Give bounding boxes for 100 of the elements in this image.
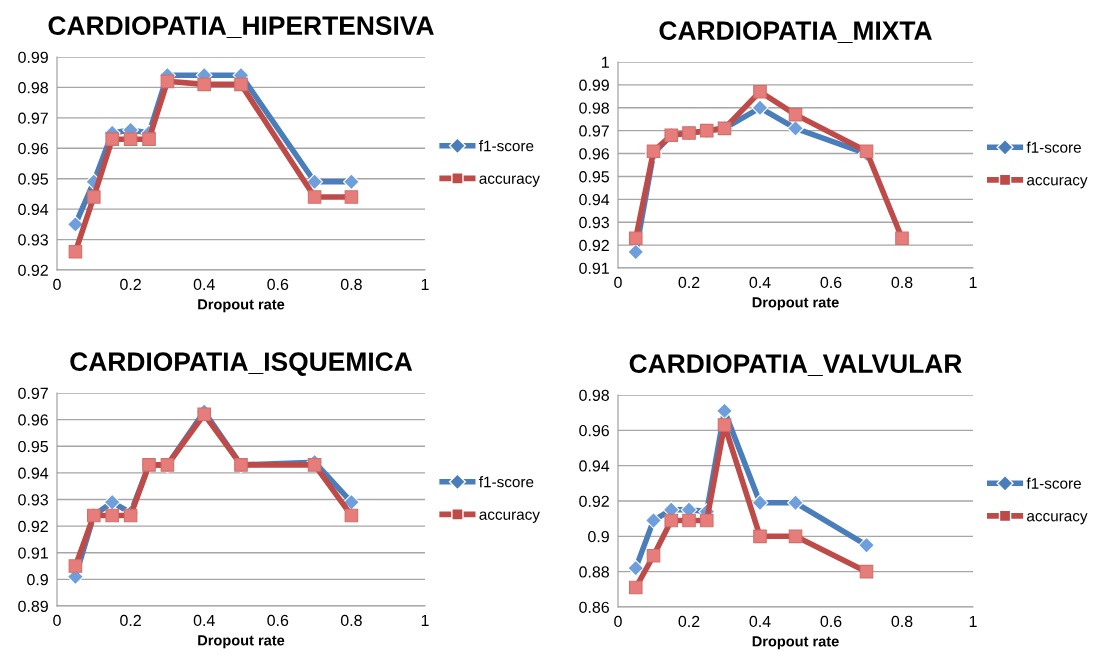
y-tick-label: 0.92: [579, 239, 609, 252]
x-tick-label: 0: [614, 615, 622, 628]
y-tick-label: 0.97: [579, 125, 609, 137]
legend-label: f1-score: [479, 140, 534, 152]
x-tick-label: 0.2: [120, 614, 141, 627]
point: [628, 231, 643, 246]
point: [751, 494, 769, 512]
y-tick-label: 0.94: [18, 467, 49, 479]
point: [627, 243, 645, 261]
point: [788, 107, 803, 122]
point: [68, 559, 83, 573]
y-tick-label: 0.94: [579, 193, 610, 206]
point: [646, 144, 661, 159]
legend-label: accuracy: [479, 511, 540, 523]
y-tick-label: 0.99: [579, 79, 609, 91]
y-tick-label: 0.95: [18, 440, 48, 453]
x-tick-label: 0.4: [193, 614, 215, 627]
point: [788, 529, 803, 544]
y-tick-label: 0.93: [18, 494, 48, 506]
point: [716, 402, 733, 420]
x-tick-label: 0.8: [340, 614, 362, 627]
x-tick-label: 0.6: [267, 278, 289, 291]
x-tick-label: 0.4: [749, 615, 771, 628]
y-tick-label: 0.92: [18, 520, 48, 533]
point: [307, 190, 322, 204]
point: [859, 564, 874, 579]
y-tick-label: 0.9: [588, 530, 609, 543]
y-tick-label: 0.96: [18, 142, 48, 155]
legend-label: f1-score: [1026, 477, 1081, 489]
y-tick-label: 0.94: [579, 460, 610, 472]
y-tick-label: 0.86: [579, 601, 609, 613]
chart-title: CARDIOPATIA_ISQUEMICA: [70, 352, 413, 376]
point: [197, 77, 212, 92]
y-tick-label: 0.88: [579, 566, 609, 578]
point: [787, 119, 804, 137]
point: [307, 458, 322, 472]
x-tick-label: 0.6: [820, 276, 842, 289]
point: [753, 84, 767, 99]
point: [753, 529, 767, 544]
y-tick-label: 0.97: [18, 387, 48, 399]
point: [699, 513, 714, 528]
y-tick-label: 0.97: [18, 112, 48, 124]
point: [306, 173, 324, 191]
point: [858, 536, 875, 554]
y-tick-label: 0.91: [18, 547, 48, 559]
legend-label: f1-score: [1026, 141, 1081, 153]
x-tick-label: 1: [969, 615, 977, 627]
y-tick-label: 0.98: [18, 82, 48, 94]
y-tick-label: 0.94: [18, 203, 49, 216]
x-tick-label: 0.2: [120, 278, 141, 291]
y-tick-label: 0.92: [579, 495, 609, 507]
point: [342, 173, 360, 191]
point: [68, 244, 83, 259]
y-tick-label: 0.92: [18, 264, 48, 276]
legend-label: accuracy: [479, 175, 540, 187]
x-tick-label: 0: [614, 276, 622, 289]
x-tick-label: 0.6: [267, 614, 289, 627]
legend-label: accuracy: [1027, 513, 1088, 525]
y-tick-label: 0.89: [18, 600, 48, 612]
point: [234, 77, 248, 92]
point: [859, 144, 874, 159]
point: [645, 512, 662, 529]
y-tick-label: 0.95: [18, 173, 48, 185]
x-tick-label: 1: [421, 278, 429, 290]
y-tick-label: 0.98: [579, 389, 609, 401]
point: [627, 559, 645, 577]
x-tick-label: 0: [53, 278, 61, 291]
legend-label: f1-score: [479, 476, 534, 488]
y-tick-label: 0.91: [579, 262, 609, 274]
y-tick-label: 0.99: [18, 51, 48, 63]
y-tick-label: 0.96: [18, 414, 48, 426]
chart-title: CARDIOPATIA_VALVULAR: [629, 354, 962, 376]
y-tick-label: 0.93: [18, 234, 48, 246]
x-tick-label: 0.2: [678, 615, 700, 628]
point: [664, 513, 679, 528]
x-tick-label: 0.8: [891, 615, 913, 628]
point: [682, 513, 696, 528]
point: [66, 215, 84, 233]
x-tick-label: 0.6: [820, 615, 842, 628]
point: [86, 190, 101, 204]
point: [103, 493, 121, 511]
y-tick-label: 0.95: [579, 171, 609, 183]
y-tick-label: 0.9: [27, 574, 48, 586]
point: [342, 493, 360, 511]
point: [142, 132, 156, 146]
x-axis-title: Dropout rate: [752, 636, 839, 650]
point: [105, 132, 120, 146]
point: [646, 548, 661, 563]
x-tick-label: 0.8: [340, 278, 362, 291]
point: [344, 508, 359, 523]
y-tick-label: 1: [602, 56, 609, 68]
point: [751, 99, 769, 117]
x-tick-label: 1: [969, 276, 977, 288]
point: [787, 494, 804, 512]
y-tick-label: 0.93: [579, 216, 609, 229]
point: [123, 508, 138, 523]
y-tick-label: 0.96: [579, 424, 609, 437]
point: [197, 407, 212, 422]
point: [344, 190, 359, 204]
point: [160, 74, 175, 89]
